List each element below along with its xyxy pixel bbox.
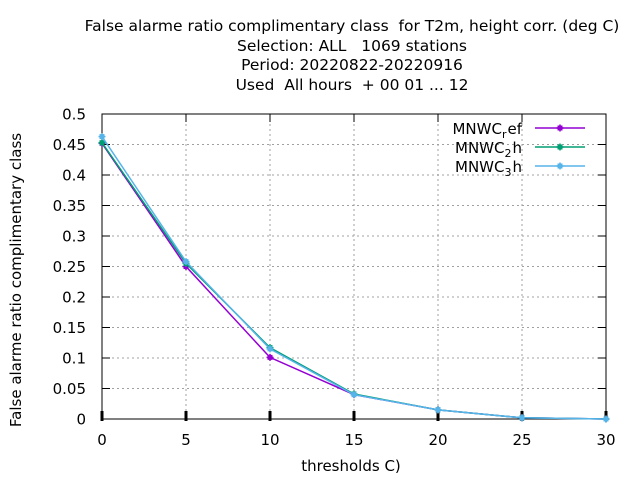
y-tick-label: 0.35: [53, 197, 86, 215]
y-tick-label: 0.05: [53, 380, 86, 398]
y-tick-label: 0.45: [53, 136, 86, 154]
data-point: [182, 258, 190, 266]
x-tick-label: 25: [512, 431, 531, 449]
legend-item: MNWCref: [452, 120, 585, 141]
x-axis-label: thresholds C): [301, 457, 401, 475]
title-line-2: Selection: ALL 1069 stations: [236, 36, 468, 55]
x-tick-label: 0: [97, 431, 107, 449]
legend-label: MNWC2h: [455, 139, 522, 160]
data-series: [98, 133, 610, 423]
data-point: [98, 133, 106, 141]
y-tick-label: 0.2: [62, 289, 86, 307]
legend-marker: [556, 124, 564, 132]
axis-ticks: 0 0.05 0.1 0.15 0.2 0.25 0.3 0.35 0.4 0.45 0.5 0 5 10…: [53, 106, 616, 450]
x-tick-label: 30: [596, 431, 615, 449]
y-tick-label: 0.5: [62, 106, 86, 124]
title-line-1: False alarme ratio complimentary class f…: [84, 17, 620, 35]
y-tick-label: 0.3: [62, 228, 86, 246]
legend-marker: [556, 162, 564, 170]
series-MNWC_3h: [98, 133, 610, 423]
data-point: [350, 391, 358, 399]
chart-title: False alarme ratio complimentary class f…: [0, 17, 640, 95]
legend-item: MNWC2h: [455, 139, 585, 160]
x-tick-label: 5: [181, 431, 191, 449]
legend-item: MNWC3h: [455, 158, 585, 179]
data-point: [602, 415, 610, 423]
y-axis-label: False alarme ratio complimentary class: [7, 133, 25, 427]
title-line-3: Period: 20220822-20220916: [241, 56, 463, 74]
series-line: [101, 136, 607, 420]
legend-marker: [556, 143, 564, 151]
data-point: [98, 139, 106, 147]
data-point: [434, 406, 442, 414]
y-tick-label: 0: [76, 411, 86, 429]
data-point: [518, 414, 526, 422]
title-line-4: Used All hours + 00 01 ... 12: [235, 75, 469, 94]
grid-lines: [102, 114, 606, 419]
y-tick-label: 0.25: [53, 258, 86, 276]
x-tick-label: 15: [344, 431, 363, 449]
y-tick-label: 0.15: [53, 319, 86, 337]
y-tick-label: 0.4: [62, 167, 86, 185]
x-tick-label: 10: [260, 431, 279, 449]
x-tick-label: 20: [428, 431, 447, 449]
y-tick-label: 0.1: [62, 350, 86, 368]
legend-label: MNWC3h: [455, 158, 522, 179]
legend-label: MNWCref: [452, 120, 522, 141]
data-point: [266, 353, 274, 361]
data-point: [266, 345, 274, 353]
